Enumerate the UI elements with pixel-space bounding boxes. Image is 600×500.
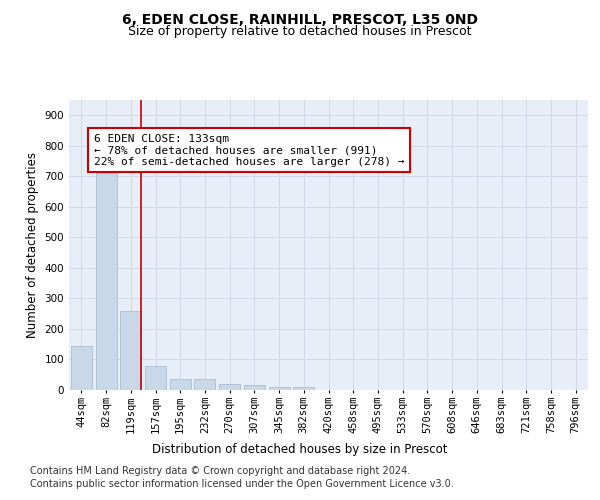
- Text: Size of property relative to detached houses in Prescot: Size of property relative to detached ho…: [128, 25, 472, 38]
- Bar: [244, 386, 265, 390]
- Text: Contains HM Land Registry data © Crown copyright and database right 2024.: Contains HM Land Registry data © Crown c…: [30, 466, 410, 476]
- Bar: [293, 387, 314, 390]
- Y-axis label: Number of detached properties: Number of detached properties: [26, 152, 39, 338]
- Bar: [120, 310, 141, 390]
- Text: Contains public sector information licensed under the Open Government Licence v3: Contains public sector information licen…: [30, 479, 454, 489]
- Bar: [269, 387, 290, 390]
- Bar: [170, 380, 191, 390]
- Text: 6 EDEN CLOSE: 133sqm
← 78% of detached houses are smaller (991)
22% of semi-deta: 6 EDEN CLOSE: 133sqm ← 78% of detached h…: [94, 134, 404, 167]
- Bar: [194, 380, 215, 390]
- Bar: [219, 384, 240, 390]
- Bar: [95, 174, 116, 390]
- Bar: [145, 366, 166, 390]
- Text: Distribution of detached houses by size in Prescot: Distribution of detached houses by size …: [152, 442, 448, 456]
- Bar: [71, 346, 92, 390]
- Text: 6, EDEN CLOSE, RAINHILL, PRESCOT, L35 0ND: 6, EDEN CLOSE, RAINHILL, PRESCOT, L35 0N…: [122, 12, 478, 26]
